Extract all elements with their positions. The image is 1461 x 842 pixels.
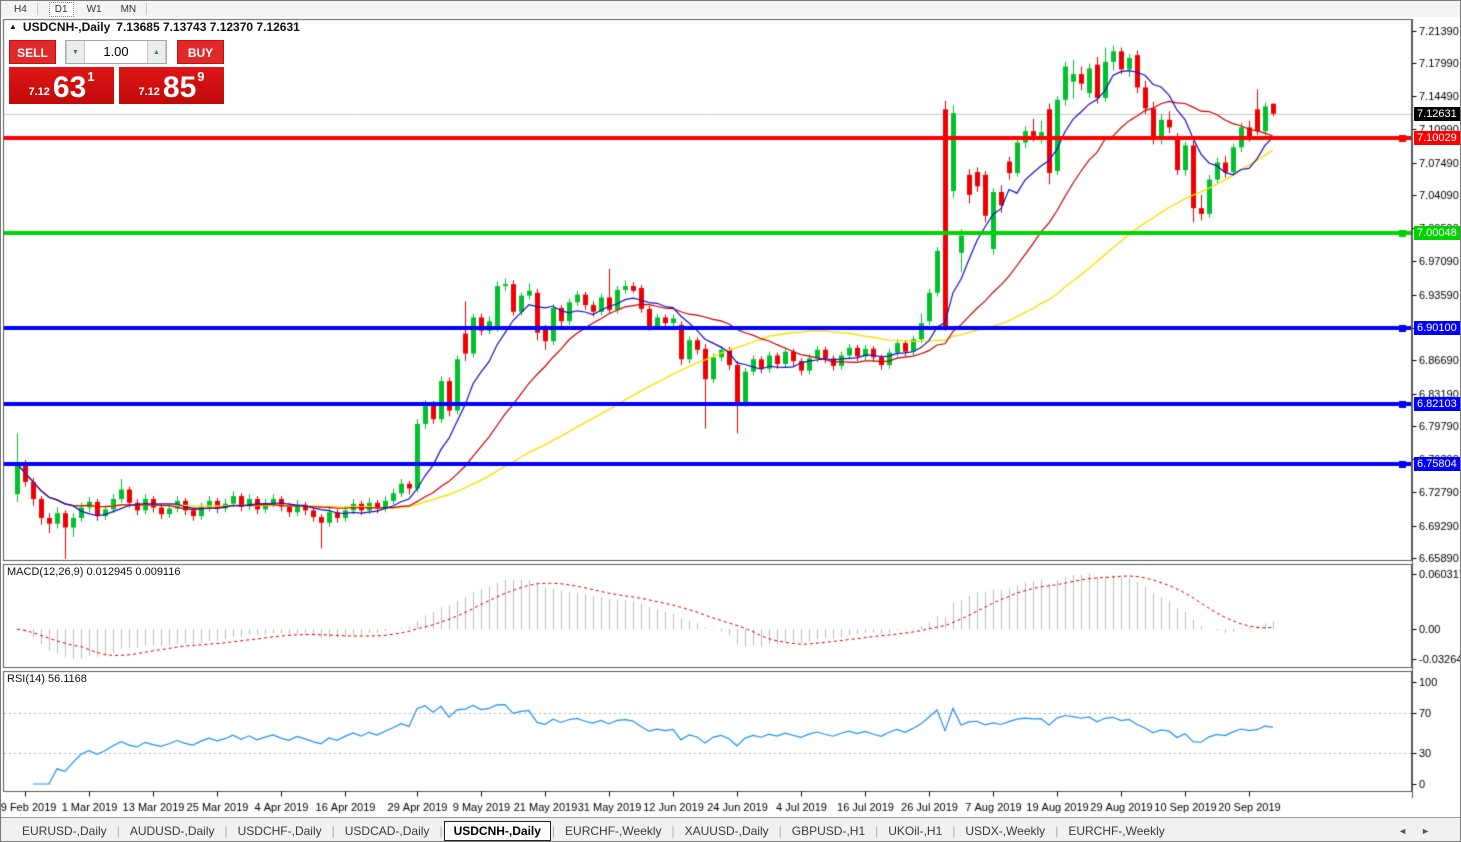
buy-price-button[interactable]: 7.12 85 9 [119, 67, 224, 104]
triangle-up-icon: ▲ [153, 48, 160, 56]
tab-divider: | [671, 823, 675, 838]
chart-tab-eurchf-weekly[interactable]: EURCHF-,Weekly [1068, 823, 1165, 838]
volume-stepper: ▼ 1.00 ▲ [65, 40, 167, 64]
buy-button[interactable]: BUY [177, 40, 224, 64]
chart-ohlc-values: 7.13685 7.13743 7.12370 7.12631 [116, 20, 300, 34]
ask-price-prefix: 7.12 [138, 86, 160, 98]
tab-divider: | [952, 823, 956, 838]
one-click-trading-widget: SELL ▼ 1.00 ▲ BUY 7.12 63 1 7.12 85 9 [9, 40, 229, 104]
price-axis-value-box: 7.12631 [1414, 107, 1460, 121]
chart-tab-gbpusd-h1[interactable]: GBPUSD-,H1 [791, 823, 866, 838]
volume-increase-button[interactable]: ▲ [147, 41, 166, 63]
chart-tab-eurchf-weekly[interactable]: EURCHF-,Weekly [565, 823, 662, 838]
price-chart-canvas[interactable] [1, 17, 1460, 817]
chart-symbol-label: USDCNH-,Daily [22, 20, 111, 34]
tab-divider: | [439, 823, 443, 838]
trade-quotes-row: 7.12 63 1 7.12 85 9 [9, 67, 229, 104]
chart-tab-eurusd-daily[interactable]: EURUSD-,Daily [22, 823, 107, 838]
chart-header: ▲ USDCNH-,Daily 7.13685 7.13743 7.12370 … [9, 20, 300, 34]
chart-tab-usdcad-daily[interactable]: USDCAD-,Daily [344, 823, 430, 838]
bid-price-big-digits: 63 [52, 71, 87, 104]
collapse-panel-icon[interactable]: ▲ [9, 21, 17, 31]
chart-tab-audusd-daily[interactable]: AUDUSD-,Daily [129, 823, 215, 838]
tab-divider: | [331, 823, 335, 838]
timeframe-button-w1[interactable]: W1 [86, 3, 102, 15]
chart-tab-xauusd-daily[interactable]: XAUUSD-,Daily [684, 823, 769, 838]
rsi-indicator-label: RSI(14) 56.1168 [7, 673, 87, 685]
chart-tab-usdchf-daily[interactable]: USDCHF-,Daily [237, 823, 322, 838]
price-axis-value-box: 6.90100 [1414, 321, 1460, 335]
tab-divider: | [875, 823, 879, 838]
trade-controls-row: SELL ▼ 1.00 ▲ BUY [9, 40, 229, 64]
tab-divider: | [116, 823, 120, 838]
price-axis-value-box: 7.10029 [1414, 131, 1460, 145]
tab-scroll-arrows: ◄ ► [1398, 826, 1430, 836]
timeframe-button-d1[interactable]: D1 [48, 1, 74, 17]
volume-decrease-button[interactable]: ▼ [66, 41, 85, 63]
chart-tab-bar: EURUSD-,Daily | AUDUSD-,Daily | USDCHF-,Dail… [1, 817, 1460, 841]
timeframe-button-mn[interactable]: MN [120, 3, 137, 15]
tab-divider: | [224, 823, 228, 838]
tab-divider: | [778, 823, 782, 838]
timeframe-toolbar: H4 D1 W1 MN [1, 1, 1460, 18]
toolbar-divider [146, 3, 148, 15]
chart-tab-usdx-weekly[interactable]: USDX-,Weekly [965, 823, 1046, 838]
ask-price-big-digits: 85 [162, 71, 197, 104]
bid-price-prefix: 7.12 [28, 86, 50, 98]
chart-area: ▲ USDCNH-,Daily 7.13685 7.13743 7.12370 … [1, 17, 1460, 817]
toolbar-divider [36, 3, 38, 15]
ask-price-pipette: 9 [197, 69, 205, 84]
bid-price-pipette: 1 [87, 69, 95, 84]
tab-divider: | [551, 823, 556, 838]
sell-price-button[interactable]: 7.12 63 1 [9, 67, 114, 104]
timeframe-button-h4[interactable]: H4 [14, 3, 27, 15]
triangle-down-icon: ▼ [72, 48, 79, 56]
macd-indicator-label: MACD(12,26,9) 0.012945 0.009116 [7, 566, 181, 578]
price-axis-value-box: 7.00048 [1414, 226, 1460, 240]
sell-button[interactable]: SELL [9, 40, 56, 64]
volume-input[interactable]: 1.00 [103, 44, 129, 59]
price-axis-value-box: 6.75804 [1414, 457, 1460, 471]
tab-divider: | [1055, 823, 1059, 838]
tab-scroll-left-icon[interactable]: ◄ [1398, 825, 1408, 836]
chart-tab-ukoil-h1[interactable]: UKOil-,H1 [888, 823, 943, 838]
chart-tab-usdcnh-daily[interactable]: USDCNH-,Daily [443, 820, 551, 841]
tab-scroll-right-icon[interactable]: ► [1421, 825, 1430, 836]
price-axis-value-box: 6.82103 [1414, 397, 1460, 411]
